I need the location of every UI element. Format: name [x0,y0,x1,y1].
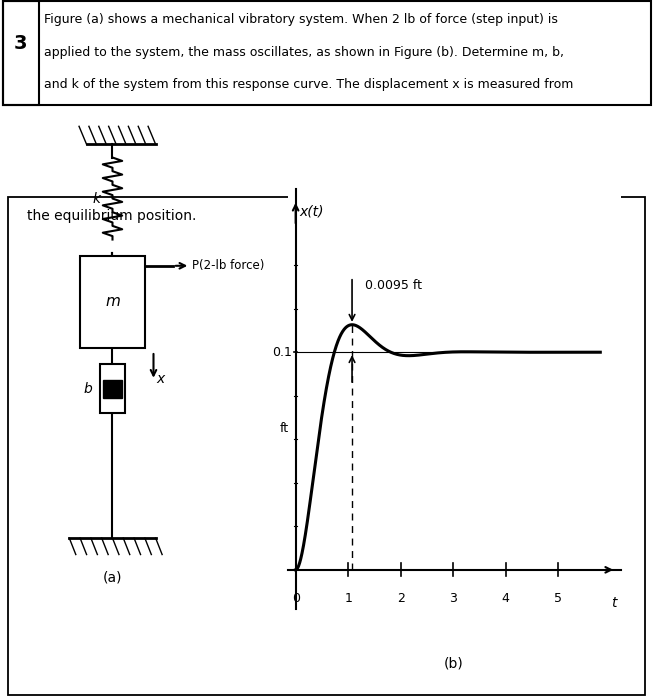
Text: 3: 3 [14,34,27,53]
Text: 4: 4 [502,592,509,605]
Text: 0: 0 [292,592,300,605]
Text: 1: 1 [344,592,352,605]
Text: b: b [83,382,92,395]
Text: applied to the system, the mass oscillates, as shown in Figure (b). Determine m,: applied to the system, the mass oscillat… [44,46,564,59]
Text: 0.1: 0.1 [273,346,292,358]
Text: 5: 5 [555,592,562,605]
Text: 2: 2 [397,592,405,605]
Text: t: t [611,596,616,610]
Bar [103,380,122,398]
Text: P(2-lb force): P(2-lb force) [192,259,265,272]
Text: x(t): x(t) [300,204,324,218]
Text: (a): (a) [103,570,122,584]
Text: ft: ft [279,422,288,435]
Text: Figure (a) shows a mechanical vibratory system. When 2 lb of force (step input) : Figure (a) shows a mechanical vibratory … [44,13,559,26]
Bar [3,1,39,105]
Text: the equilibrium position.: the equilibrium position. [27,209,197,223]
Bar [99,364,126,414]
Text: 3: 3 [449,592,457,605]
Text: (b): (b) [443,657,463,671]
Text: 0.0095 ft: 0.0095 ft [365,279,422,292]
Bar [80,256,145,348]
Text: and k of the system from this response curve. The displacement x is measured fro: and k of the system from this response c… [44,78,574,91]
Text: x: x [157,372,165,386]
Text: k: k [92,192,100,206]
Text: m: m [105,295,120,309]
